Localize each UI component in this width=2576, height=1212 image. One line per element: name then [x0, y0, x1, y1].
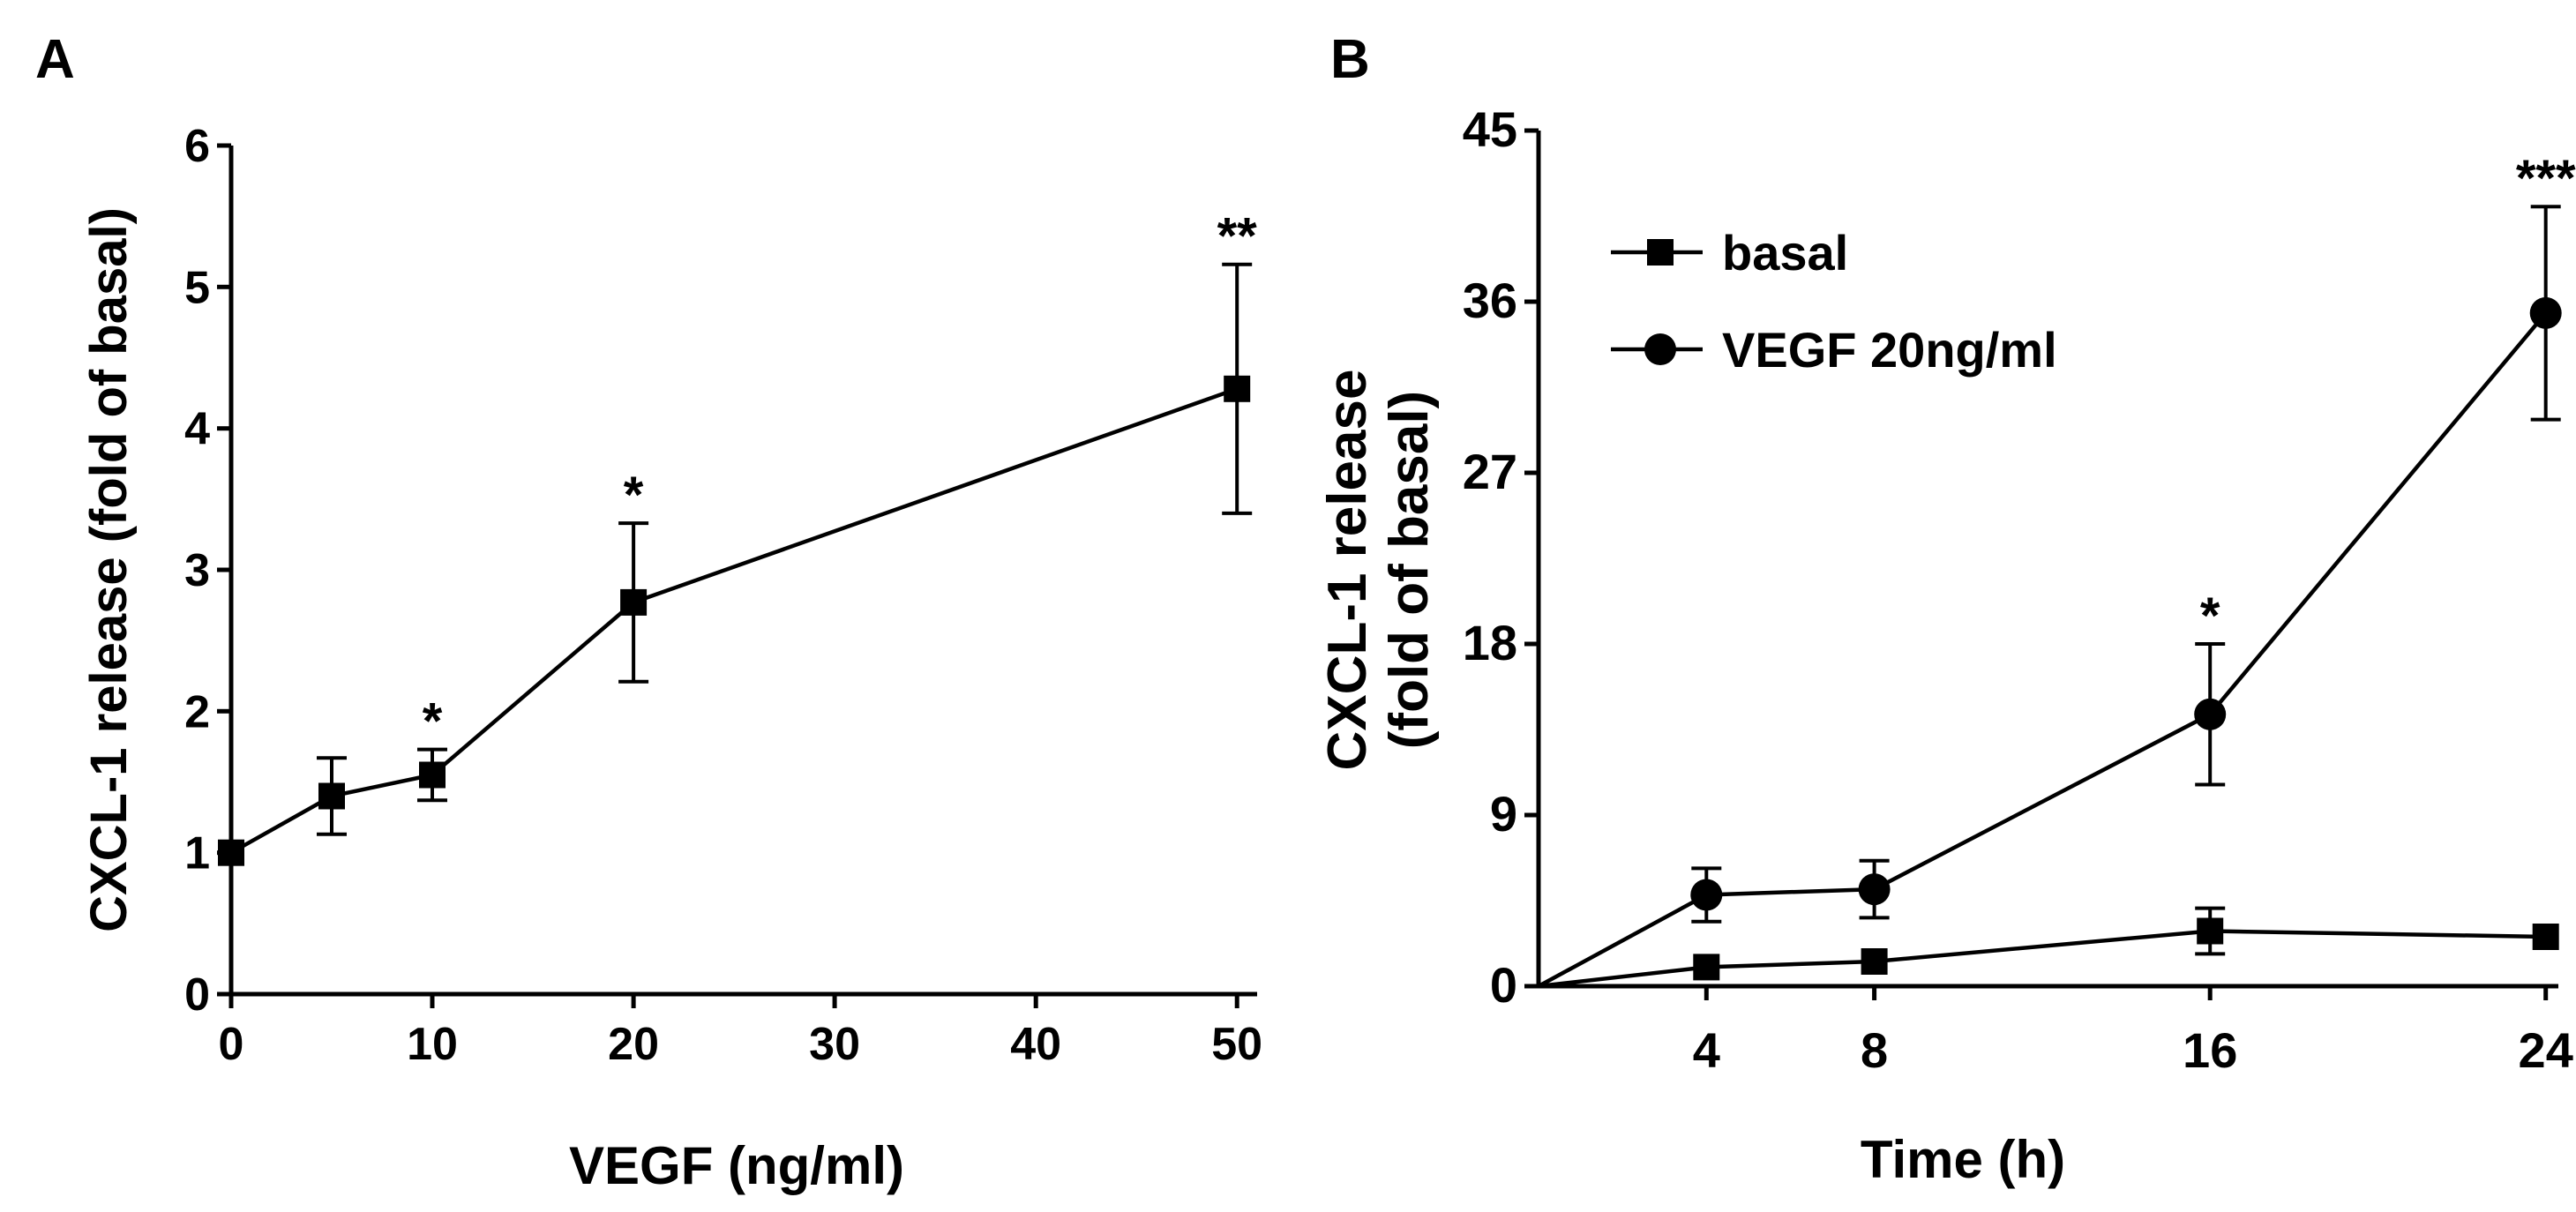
panel-a-x-tick-label-5: 50 [1211, 1019, 1262, 1070]
panel-b-y-tick-label-3: 27 [1463, 444, 1517, 499]
panel-a-y-tick-label-0: 0 [184, 969, 210, 1021]
panel-a-series-0-point-3 [620, 588, 648, 616]
panel-b-legend-marker-1 [1644, 333, 1676, 365]
panel-b-series-0-point-2 [1861, 948, 1888, 975]
panel-a-y-tick-label-5: 5 [184, 262, 210, 313]
panel-a-y-tick-label-4: 4 [184, 404, 210, 455]
panel-a-series-0-annotation-3: * [624, 467, 644, 524]
panel-a-x-tick-label-0: 0 [219, 1019, 244, 1070]
panel-b-series-1-point-1 [1690, 879, 1723, 911]
panel-a-series-0-point-2 [419, 761, 446, 789]
panel-b-series-0-point-3 [2197, 917, 2224, 945]
panel-a-y-axis-title: CXCL-1 release (fold of basal) [80, 207, 138, 932]
panel-b-series-1-point-3 [2194, 698, 2227, 730]
panel-a-y-tick-label-1: 1 [184, 828, 210, 879]
panel-b-y-tick-label-2: 18 [1463, 615, 1517, 670]
panel-a-x-tick-label-3: 30 [809, 1019, 860, 1070]
panel-b-y-tick-label-5: 45 [1463, 101, 1517, 157]
panel-b-legend-marker-0 [1647, 239, 1674, 266]
panel-a-x-tick-label-4: 40 [1010, 1019, 1061, 1070]
panel-b-series-0-point-4 [2532, 924, 2559, 950]
panel-b-y-tick-label-1: 9 [1490, 786, 1517, 842]
panel-a-y-tick-label-2: 2 [184, 686, 210, 737]
panel-b-series-1-point-4 [2529, 296, 2562, 329]
panel-a-y-tick-label-3: 3 [184, 545, 210, 596]
panel-b-series-1-annotation-3: * [2200, 587, 2220, 645]
panel-b-legend-label-0: basal [1722, 225, 1848, 281]
panel-b-x-axis-title: Time (h) [1861, 1130, 2065, 1189]
panel-b-x-tick-label-2: 16 [2183, 1022, 2237, 1078]
panel-b-legend-label-1: VEGF 20ng/ml [1722, 322, 2057, 378]
panel-b-y-tick-label-0: 0 [1490, 957, 1517, 1013]
panel-b-series-1-point-2 [1858, 873, 1891, 906]
panel-b-series-0-line [1538, 929, 2546, 989]
panel-a-series-0-annotation-4: ** [1217, 208, 1258, 266]
panel-a-x-axis-title: VEGF (ng/ml) [569, 1136, 904, 1195]
panel-a-letter: A [35, 29, 75, 90]
panel-a-series-0-point-4 [1224, 375, 1251, 402]
panel-b-series-1-line [1537, 311, 2548, 988]
panel-b-y-axis-title-line1: CXCL-1 release [1317, 370, 1378, 771]
panel-b-y-tick-label-4: 36 [1463, 273, 1517, 328]
panel-a-x-tick-label-1: 10 [407, 1019, 458, 1070]
panel-a-series-0-annotation-2: * [423, 693, 443, 751]
panel-a-series-0-point-1 [318, 782, 345, 810]
panel-b-letter: B [1330, 29, 1370, 90]
panel-b-series-1-annotation-4: *** [2516, 150, 2576, 207]
panel-b-x-tick-label-0: 4 [1693, 1022, 1720, 1078]
panel-a-x-tick-label-2: 20 [608, 1019, 659, 1070]
panel-a-series-0-line [229, 386, 1238, 855]
panel-b-x-tick-label-1: 8 [1861, 1022, 1888, 1078]
panel-b-series-0-point-1 [1693, 954, 1720, 981]
panel-a-series-0-point-0 [218, 839, 244, 866]
panel-b-x-tick-label-3: 24 [2519, 1022, 2573, 1078]
panel-b-y-axis-title-line2: (fold of basal) [1379, 391, 1440, 749]
panel-a-y-tick-label-6: 6 [184, 121, 210, 172]
